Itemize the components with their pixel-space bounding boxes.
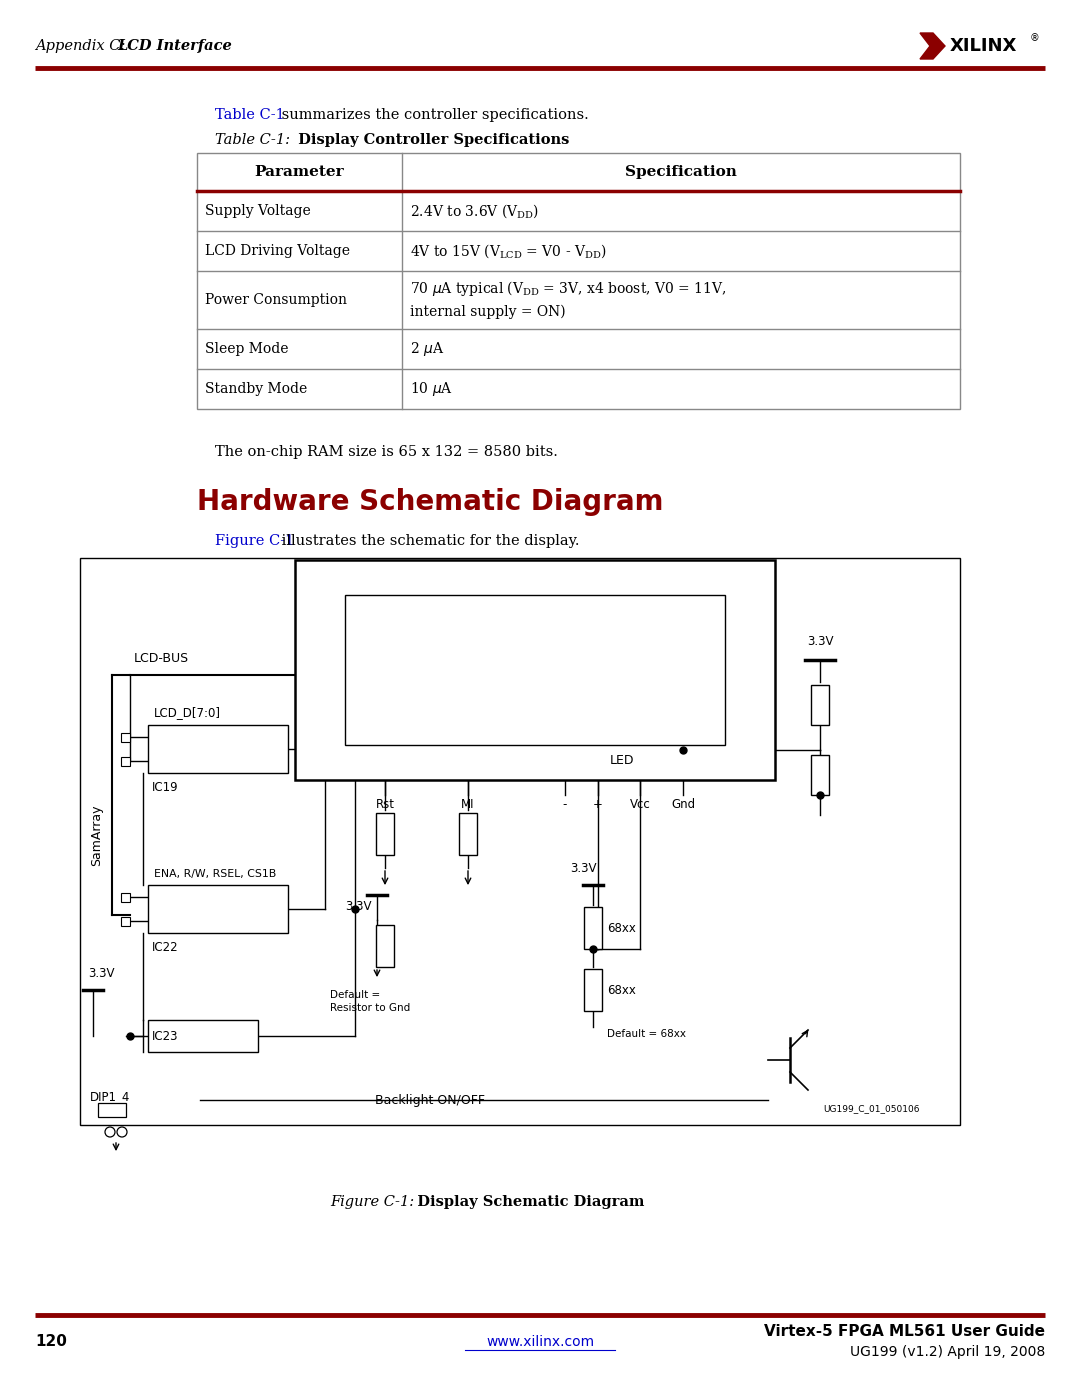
Text: LCD Interface: LCD Interface bbox=[117, 39, 232, 53]
Bar bbox=[148, 886, 288, 933]
Bar bbox=[376, 925, 394, 967]
Text: LCD-BUS: LCD-BUS bbox=[134, 652, 189, 665]
Text: LED: LED bbox=[610, 753, 634, 767]
Text: Virtex-5 FPGA ML561 User Guide: Virtex-5 FPGA ML561 User Guide bbox=[764, 1324, 1045, 1340]
Bar bbox=[295, 560, 775, 780]
Text: Rst: Rst bbox=[376, 798, 394, 812]
Text: Supply Voltage: Supply Voltage bbox=[205, 204, 311, 218]
Text: Parameter: Parameter bbox=[255, 165, 345, 179]
Text: ®: ® bbox=[1030, 34, 1040, 43]
Text: IC23: IC23 bbox=[152, 1030, 178, 1042]
Bar bbox=[584, 970, 602, 1011]
Text: 3.3V: 3.3V bbox=[570, 862, 596, 875]
Text: 120: 120 bbox=[35, 1334, 67, 1350]
Text: Figure C-1: Figure C-1 bbox=[215, 534, 294, 548]
Bar bbox=[376, 813, 394, 855]
Bar bbox=[345, 595, 725, 745]
Bar bbox=[148, 1020, 258, 1052]
Text: 3.3V: 3.3V bbox=[807, 636, 834, 648]
Text: IC22: IC22 bbox=[152, 942, 178, 954]
Text: summarizes the controller specifications.: summarizes the controller specifications… bbox=[276, 108, 589, 122]
Text: Display Controller Specifications: Display Controller Specifications bbox=[288, 133, 569, 147]
Text: UG199 (v1.2) April 19, 2008: UG199 (v1.2) April 19, 2008 bbox=[850, 1345, 1045, 1359]
Bar bbox=[98, 1104, 126, 1118]
Text: SamArray: SamArray bbox=[91, 805, 104, 866]
Text: 68xx: 68xx bbox=[607, 983, 636, 996]
Bar bbox=[80, 557, 960, 1125]
Text: 2.4V to 3.6V (V$_\mathregular{DD}$): 2.4V to 3.6V (V$_\mathregular{DD}$) bbox=[410, 203, 539, 219]
Text: +: + bbox=[593, 798, 603, 812]
Bar bbox=[121, 916, 130, 925]
Bar bbox=[811, 685, 829, 725]
Text: Table C-1: Table C-1 bbox=[215, 108, 285, 122]
Text: The on-chip RAM size is 65 x 132 = 8580 bits.: The on-chip RAM size is 65 x 132 = 8580 … bbox=[215, 446, 558, 460]
Bar bbox=[459, 813, 477, 855]
Text: Gnd: Gnd bbox=[671, 798, 696, 812]
Text: Standby Mode: Standby Mode bbox=[205, 381, 307, 395]
Text: LCD_D[7:0]: LCD_D[7:0] bbox=[154, 705, 221, 719]
Bar bbox=[121, 757, 130, 766]
Polygon shape bbox=[920, 34, 945, 59]
Text: 3.3V: 3.3V bbox=[345, 901, 372, 914]
Text: illustrates the schematic for the display.: illustrates the schematic for the displa… bbox=[276, 534, 580, 548]
Bar bbox=[584, 907, 602, 949]
Text: XILINX: XILINX bbox=[950, 36, 1017, 54]
Text: Table C-1:: Table C-1: bbox=[215, 133, 291, 147]
Text: Display Schematic Diagram: Display Schematic Diagram bbox=[402, 1194, 645, 1208]
Text: DIP1_4: DIP1_4 bbox=[90, 1091, 131, 1104]
Text: LCD Driving Voltage: LCD Driving Voltage bbox=[205, 244, 350, 258]
Text: -: - bbox=[563, 798, 567, 812]
Text: Power Consumption: Power Consumption bbox=[205, 293, 347, 307]
Text: 4V to 15V (V$_\mathregular{LCD}$ = V0 - V$_\mathregular{DD}$): 4V to 15V (V$_\mathregular{LCD}$ = V0 - … bbox=[410, 242, 607, 260]
Text: Specification: Specification bbox=[625, 165, 737, 179]
Text: 2 $\mu$A: 2 $\mu$A bbox=[410, 339, 444, 358]
Text: MI: MI bbox=[461, 798, 475, 812]
Text: Default = 68xx: Default = 68xx bbox=[607, 1030, 686, 1039]
Text: Appendix C:: Appendix C: bbox=[35, 39, 135, 53]
Text: Vcc: Vcc bbox=[630, 798, 650, 812]
Text: 3.3V: 3.3V bbox=[87, 967, 114, 981]
Bar bbox=[811, 754, 829, 795]
Bar bbox=[148, 725, 288, 773]
Text: 70 $\mu$A typical (V$_\mathregular{DD}$ = 3V, x4 boost, V0 = 11V,: 70 $\mu$A typical (V$_\mathregular{DD}$ … bbox=[410, 278, 727, 298]
Text: Sleep Mode: Sleep Mode bbox=[205, 342, 288, 356]
Text: 10 $\mu$A: 10 $\mu$A bbox=[410, 380, 453, 398]
Text: www.xilinx.com: www.xilinx.com bbox=[486, 1336, 594, 1350]
Text: ENA, R/W, RSEL, CS1B: ENA, R/W, RSEL, CS1B bbox=[154, 869, 276, 879]
Text: 68xx: 68xx bbox=[607, 922, 636, 935]
Text: Hardware Schematic Diagram: Hardware Schematic Diagram bbox=[197, 488, 663, 515]
Text: IC19: IC19 bbox=[152, 781, 178, 793]
Text: Backlight ON/OFF: Backlight ON/OFF bbox=[375, 1094, 485, 1106]
Text: UG199_C_01_050106: UG199_C_01_050106 bbox=[824, 1104, 920, 1113]
Bar bbox=[197, 154, 960, 409]
Bar bbox=[121, 732, 130, 742]
Text: Figure C-1:: Figure C-1: bbox=[330, 1194, 414, 1208]
Text: Default =
Resistor to Gnd: Default = Resistor to Gnd bbox=[330, 990, 410, 1013]
Text: internal supply = ON): internal supply = ON) bbox=[410, 305, 566, 319]
Bar bbox=[121, 893, 130, 901]
